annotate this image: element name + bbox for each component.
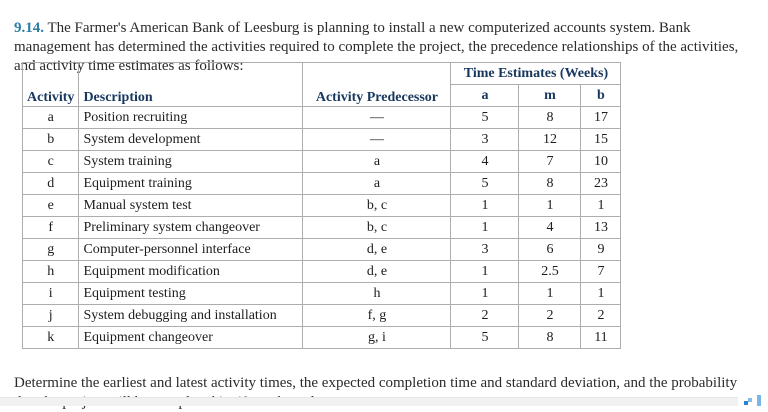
table-row: g Computer-personnel interface d, e 3 6 …	[21, 238, 622, 261]
horizontal-scrollbar[interactable]	[0, 397, 738, 406]
estimate-b-cell: 11	[580, 326, 622, 349]
activity-cell: d	[21, 172, 80, 195]
predecessor-cell: d, e	[302, 260, 452, 283]
table-row: a Position recruiting — 5 8 17	[21, 106, 622, 129]
activity-cell: k	[21, 326, 80, 349]
estimate-a-cell: 5	[450, 106, 520, 129]
estimate-b-cell: 1	[580, 194, 622, 217]
table-row: c System training a 4 7 10	[21, 150, 622, 173]
table-row: f Preliminary system changeover b, c 1 4…	[21, 216, 622, 239]
estimate-a-cell: 2	[450, 304, 520, 327]
estimate-a-cell: 3	[450, 128, 520, 151]
column-header-m: m	[518, 84, 582, 107]
estimate-b-cell: 23	[580, 172, 622, 195]
problem-number: 9.14.	[14, 20, 44, 36]
column-header-description: Description	[78, 62, 304, 107]
estimate-b-cell: 15	[580, 128, 622, 151]
description-cell: System development	[78, 128, 304, 151]
predecessor-cell: b, c	[302, 216, 452, 239]
column-header-activity: Activity	[21, 62, 80, 107]
estimate-m-cell: 1	[518, 282, 582, 305]
activity-cell: h	[21, 260, 80, 283]
estimate-m-cell: 2.5	[518, 260, 582, 283]
description-cell: Equipment modification	[78, 260, 304, 283]
column-header-b: b	[580, 84, 622, 107]
activity-cell: b	[21, 128, 80, 151]
estimate-m-cell: 8	[518, 172, 582, 195]
predecessor-cell: d, e	[302, 238, 452, 261]
instruction-paragraph: Determine the earliest and latest activi…	[14, 375, 738, 410]
estimate-a-cell: 3	[450, 238, 520, 261]
activity-cell: c	[21, 150, 80, 173]
estimate-b-cell: 10	[580, 150, 622, 173]
activity-cell: j	[21, 304, 80, 327]
column-header-predecessor: Activity Predecessor	[302, 62, 452, 107]
activity-cell: a	[21, 106, 80, 129]
estimate-m-cell: 2	[518, 304, 582, 327]
estimate-m-cell: 7	[518, 150, 582, 173]
column-header-time-estimates: Time Estimates (Weeks)	[450, 62, 622, 85]
predecessor-cell: a	[302, 172, 452, 195]
activity-cell: f	[21, 216, 80, 239]
estimate-a-cell: 5	[450, 326, 520, 349]
bar-chart-icon-fragment	[757, 395, 761, 406]
estimate-a-cell: 1	[450, 282, 520, 305]
estimate-m-cell: 6	[518, 238, 582, 261]
estimate-b-cell: 13	[580, 216, 622, 239]
table-row: e Manual system test b, c 1 1 1	[21, 194, 622, 217]
estimate-m-cell: 12	[518, 128, 582, 151]
estimate-m-cell: 8	[518, 106, 582, 129]
estimate-m-cell: 1	[518, 194, 582, 217]
description-cell: Equipment training	[78, 172, 304, 195]
table-row: b System development — 3 12 15	[21, 128, 622, 151]
activity-cell: g	[21, 238, 80, 261]
table-header-row-2: a m b	[23, 84, 622, 107]
estimate-a-cell: 4	[450, 150, 520, 173]
predecessor-cell: —	[302, 106, 452, 129]
estimate-m-cell: 8	[518, 326, 582, 349]
column-header-a: a	[450, 84, 520, 107]
description-cell: System debugging and installation	[78, 304, 304, 327]
estimate-m-cell: 4	[518, 216, 582, 239]
predecessor-cell: h	[302, 282, 452, 305]
table-header-row-1: Activity Description Activity Predecesso…	[21, 62, 622, 107]
activity-cell: i	[21, 282, 80, 305]
estimate-a-cell: 1	[450, 216, 520, 239]
estimate-a-cell: 1	[450, 260, 520, 283]
predecessor-cell: b, c	[302, 194, 452, 217]
description-cell: System training	[78, 150, 304, 173]
bar-chart-icon-fragment	[744, 401, 748, 405]
description-cell: Computer-personnel interface	[78, 238, 304, 261]
predecessor-cell: —	[302, 128, 452, 151]
table-row: h Equipment modification d, e 1 2.5 7	[21, 260, 622, 283]
estimate-b-cell: 2	[580, 304, 622, 327]
activity-cell: e	[21, 194, 80, 217]
table-row: i Equipment testing h 1 1 1	[21, 282, 622, 305]
predecessor-cell: f, g	[302, 304, 452, 327]
activities-table: Activity Description Activity Predecesso…	[21, 62, 622, 349]
description-cell: Preliminary system changeover	[78, 216, 304, 239]
description-cell: Position recruiting	[78, 106, 304, 129]
table-row: k Equipment changeover g, i 5 8 11	[21, 326, 622, 349]
description-cell: Equipment testing	[78, 282, 304, 305]
predecessor-cell: g, i	[302, 326, 452, 349]
estimate-a-cell: 1	[450, 194, 520, 217]
estimate-b-cell: 1	[580, 282, 622, 305]
bar-chart-icon-fragment	[748, 398, 752, 402]
table-row: d Equipment training a 5 8 23	[21, 172, 622, 195]
estimate-b-cell: 17	[580, 106, 622, 129]
estimate-b-cell: 9	[580, 238, 622, 261]
estimate-a-cell: 5	[450, 172, 520, 195]
description-cell: Manual system test	[78, 194, 304, 217]
table-row: j System debugging and installation f, g…	[21, 304, 622, 327]
estimate-b-cell: 7	[580, 260, 622, 283]
predecessor-cell: a	[302, 150, 452, 173]
description-cell: Equipment changeover	[78, 326, 304, 349]
